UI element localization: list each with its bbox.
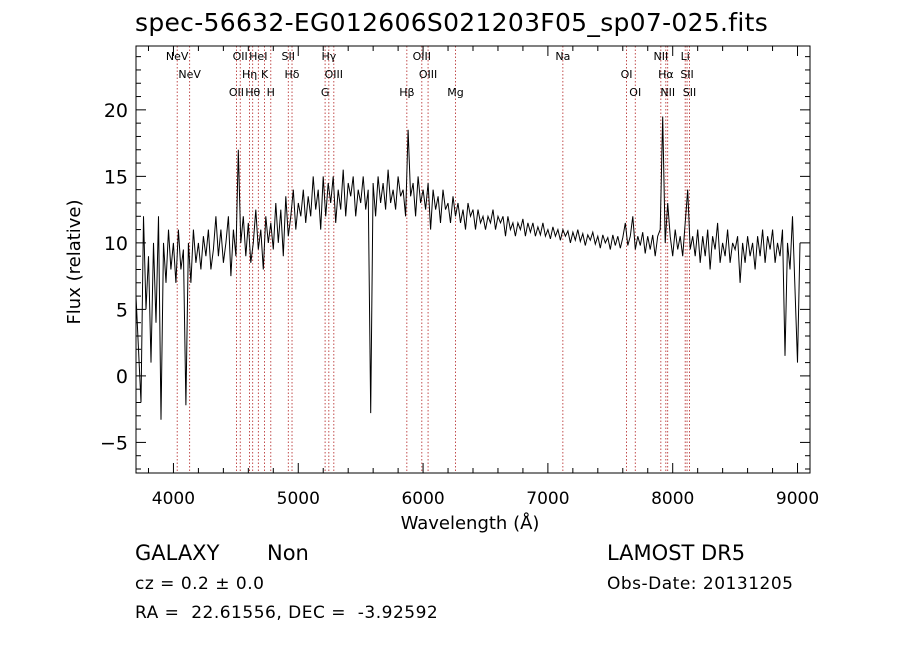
line-marker-label: NeV — [178, 68, 201, 81]
line-marker-label: Hγ — [321, 50, 336, 63]
x-tick-label: 8000 — [651, 489, 694, 509]
x-tick-label: 4000 — [152, 489, 195, 509]
chart-title: spec-56632-EG012606S021203F05_sp07-025.f… — [135, 8, 769, 37]
line-marker-label: SII — [282, 50, 295, 63]
y-axis: −5 0 5 10 15 20 — [100, 56, 810, 470]
line-marker-label: OII — [229, 86, 244, 99]
line-marker-label: HeI — [249, 50, 267, 63]
coordinates: RA = 22.61556, DEC = -3.92592 — [135, 603, 439, 623]
observation-date: Obs-Date: 20131205 — [607, 574, 794, 594]
x-tick-label: 5000 — [277, 489, 320, 509]
line-marker-label: G — [321, 86, 330, 99]
spectral-line-labels: NeV NeV OII OII Hη Hθ HeI KH SII Hδ G Hγ OIII Hβ OIII O… — [166, 50, 696, 99]
line-marker-label: NII — [653, 50, 668, 63]
line-marker-label: SII — [680, 68, 693, 81]
redshift: cz = 0.2 ± 0.0 — [135, 574, 265, 594]
line-marker-label: Hβ — [399, 86, 414, 99]
x-tick-label: 7000 — [526, 489, 569, 509]
line-marker-label: Hθ — [245, 86, 260, 99]
line-marker-label: OIII — [325, 68, 343, 81]
line-marker-label: Hδ — [285, 68, 300, 81]
line-marker-label: OI — [621, 68, 633, 81]
y-tick-label: −5 — [100, 432, 128, 454]
line-marker-label: H — [267, 86, 275, 99]
object-subclass: Non — [267, 541, 309, 565]
spectrum-line — [135, 116, 801, 420]
y-tick-label: 15 — [104, 166, 128, 188]
line-marker-label: SII — [683, 86, 696, 99]
object-class: GALAXY — [135, 541, 220, 565]
survey-release: LAMOST DR5 — [607, 541, 746, 565]
x-tick-label: 6000 — [401, 489, 444, 509]
line-marker-label: OII — [233, 50, 248, 63]
line-marker-label: Li — [681, 50, 690, 63]
line-marker-label: Na — [555, 50, 570, 63]
y-tick-label: 10 — [104, 233, 128, 255]
line-marker-label: K — [261, 68, 269, 81]
line-marker-label: NII — [660, 86, 675, 99]
y-tick-label: 5 — [116, 299, 128, 321]
line-marker-label: OIII — [413, 50, 431, 63]
y-axis-label: Flux (relative) — [64, 199, 85, 324]
x-tick-label: 9000 — [776, 489, 819, 509]
plot-frame — [135, 45, 811, 474]
line-marker-label: Mg — [447, 86, 463, 99]
x-axis: 4000 5000 6000 7000 8000 9000 — [147, 46, 819, 509]
y-tick-label: 0 — [116, 366, 128, 388]
line-marker-label: OIII — [419, 68, 437, 81]
line-marker-label: Hα — [658, 68, 674, 81]
spectral-line-markers — [176, 46, 690, 473]
y-tick-label: 20 — [104, 100, 128, 122]
line-marker-label: Hη — [242, 68, 257, 81]
line-marker-label: OI — [629, 86, 641, 99]
line-marker-label: NeV — [166, 50, 189, 63]
x-axis-label: Wavelength (Å) — [401, 512, 540, 534]
